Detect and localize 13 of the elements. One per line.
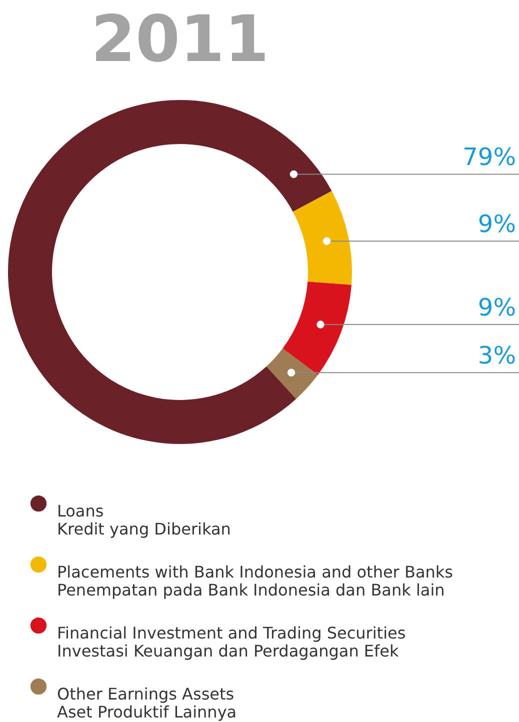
donut-slice (266, 348, 318, 399)
legend-label: Financial Investment and Trading Securities Investasi Keuangan dan Perdagangan Efek (57, 624, 406, 660)
donut-slice (8, 100, 332, 444)
chart-title: 2011 (90, 3, 270, 77)
legend-label: Placements with Bank Indonesia and other Banks Penempatan pada Bank Indonesia dan Bank lain (57, 562, 453, 600)
data-label: 9% (478, 210, 516, 238)
data-label: 9% (478, 294, 516, 322)
donut-slice (292, 191, 352, 285)
data-label: 3% (478, 342, 516, 370)
data-label: 79% (462, 143, 516, 172)
legend-label: Loans Kredit yang Diberikan (57, 502, 231, 538)
donut-slice (282, 282, 352, 375)
legend-label: Other Earnings Assets Aset Produktif Lainnya (57, 684, 237, 722)
